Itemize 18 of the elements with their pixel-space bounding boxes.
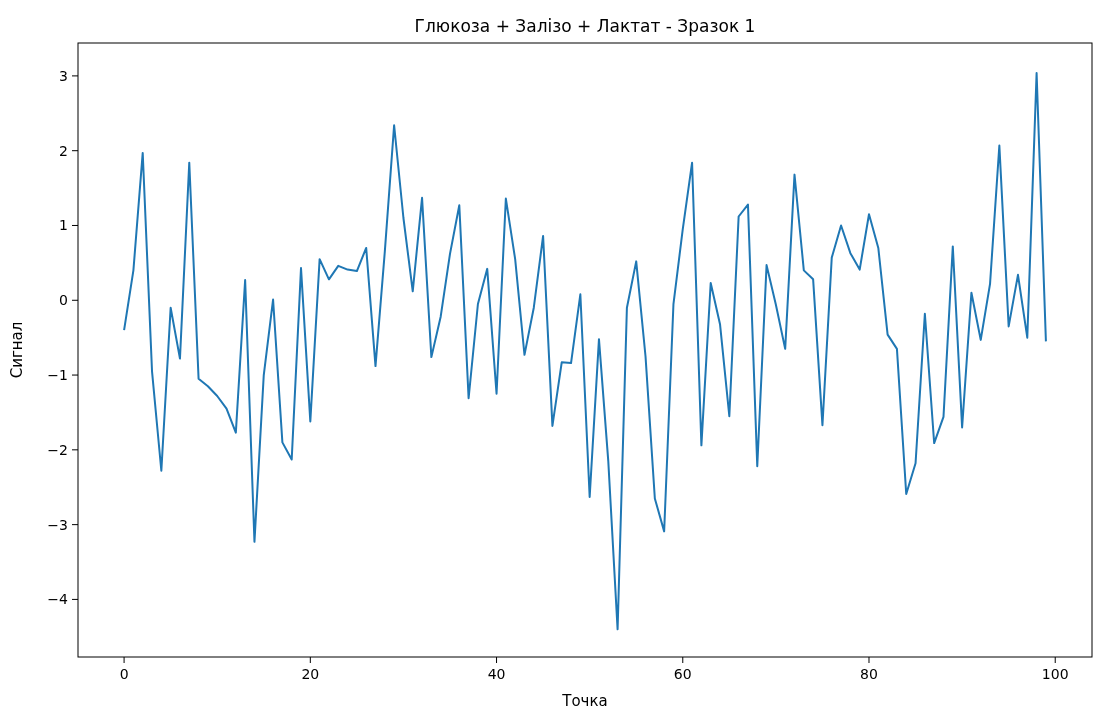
y-tick-label: −2: [47, 441, 68, 458]
x-tick-label: 20: [301, 666, 320, 682]
y-tick-label: 2: [59, 142, 68, 159]
x-axis-title: Точка: [561, 692, 608, 710]
x-tick-label: 80: [860, 666, 878, 682]
x-tick-label: 100: [1041, 666, 1069, 682]
y-axis-title: Сигнал: [8, 321, 26, 379]
x-tick-label: 40: [487, 666, 506, 682]
chart-title: Глюкоза + Залізо + Лактат - Зразок 1: [414, 16, 756, 36]
line-series: [123, 71, 1047, 631]
x-tick-label: 0: [119, 666, 129, 682]
y-tick-label: −4: [47, 591, 69, 608]
y-tick-label: 0: [59, 292, 68, 309]
y-tick-label: 3: [59, 67, 68, 84]
x-tick-label: 60: [673, 666, 692, 682]
y-tick-label: −3: [47, 516, 68, 533]
y-tick-label: −1: [47, 366, 68, 383]
y-tick-label: 1: [59, 217, 68, 234]
